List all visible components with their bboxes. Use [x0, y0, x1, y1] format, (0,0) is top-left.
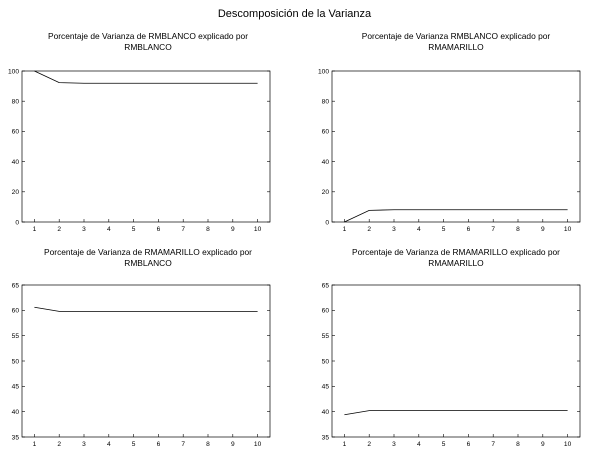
x-tick-label: 2 [367, 226, 371, 233]
y-tick-label: 80 [12, 99, 20, 106]
y-tick-label: 60 [12, 308, 20, 315]
y-tick-label: 60 [322, 308, 330, 315]
plot-frame [21, 284, 271, 438]
x-tick-label: 7 [491, 441, 495, 448]
y-tick-label: 55 [322, 333, 330, 340]
x-tick-label: 4 [417, 226, 421, 233]
x-tick-label: 1 [33, 441, 37, 448]
series-line [344, 410, 568, 416]
y-tick-label: 50 [322, 358, 330, 365]
x-tick-label: 9 [231, 226, 235, 233]
panel-title-line: Porcentaje de Varianza de RMBLANCO expli… [48, 31, 248, 41]
x-tick-label: 9 [541, 441, 545, 448]
panel-title-line: Porcentaje de Varianza de RMAMARILLO exp… [352, 247, 560, 257]
x-tick-label: 6 [157, 441, 161, 448]
x-tick-label: 10 [564, 226, 572, 233]
y-tick-label: 65 [12, 282, 20, 289]
y-tick-label: 40 [12, 409, 20, 416]
series-line [34, 306, 258, 312]
x-tick-label: 7 [181, 441, 185, 448]
x-tick-label: 10 [254, 441, 262, 448]
panel-title-line: Porcentaje de Varianza RMBLANCO explicad… [362, 31, 551, 41]
plot-frame [21, 70, 271, 223]
x-tick-label: 6 [157, 226, 161, 233]
series-line [34, 70, 258, 84]
y-tick-label: 35 [322, 434, 330, 441]
y-tick-label: 20 [322, 189, 330, 196]
x-tick-label: 5 [442, 226, 446, 233]
x-tick-label: 8 [206, 226, 210, 233]
x-tick-label: 8 [206, 441, 210, 448]
x-tick-label: 2 [57, 441, 61, 448]
x-tick-label: 8 [516, 226, 520, 233]
y-tick-label: 55 [12, 333, 20, 340]
x-tick-label: 6 [467, 226, 471, 233]
y-tick-label: 20 [12, 189, 20, 196]
x-tick-label: 9 [231, 441, 235, 448]
panel-title-line: RMAMARILLO [428, 258, 484, 268]
x-tick-label: 5 [132, 441, 136, 448]
x-tick-label: 10 [254, 226, 262, 233]
x-tick-label: 3 [392, 441, 396, 448]
y-tick-label: 40 [322, 159, 330, 166]
y-tick-label: 35 [12, 434, 20, 441]
y-tick-label: 45 [322, 384, 330, 391]
chart-panel-1: Porcentaje de Varianza de RMBLANCO expli… [8, 31, 271, 233]
y-tick-label: 45 [12, 384, 20, 391]
y-tick-label: 65 [322, 282, 330, 289]
panel-title-line: RMBLANCO [124, 42, 172, 52]
chart-panel-3: Porcentaje de Varianza de RMAMARILLO exp… [12, 247, 271, 448]
series-line [344, 209, 568, 223]
x-tick-label: 2 [57, 226, 61, 233]
x-tick-label: 2 [367, 441, 371, 448]
chart-panel-4: Porcentaje de Varianza de RMAMARILLO exp… [322, 247, 581, 448]
panel-title-line: Porcentaje de Varianza de RMAMARILLO exp… [44, 247, 252, 257]
x-tick-label: 9 [541, 226, 545, 233]
x-tick-label: 6 [467, 441, 471, 448]
x-tick-label: 5 [442, 441, 446, 448]
chart-panel-2: Porcentaje de Varianza RMBLANCO explicad… [318, 31, 581, 233]
x-tick-label: 5 [132, 226, 136, 233]
plot-frame [331, 70, 581, 223]
x-tick-label: 3 [82, 226, 86, 233]
y-tick-label: 40 [322, 409, 330, 416]
y-tick-label: 0 [325, 219, 329, 226]
panel-title-line: RMBLANCO [124, 258, 172, 268]
x-tick-label: 1 [343, 226, 347, 233]
x-tick-label: 7 [181, 226, 185, 233]
panel-title-line: RMAMARILLO [428, 42, 484, 52]
x-tick-label: 1 [33, 226, 37, 233]
figure-title: Descomposición de la Varianza [218, 8, 372, 20]
plot-frame [331, 284, 581, 438]
x-tick-label: 8 [516, 441, 520, 448]
x-tick-label: 1 [343, 441, 347, 448]
y-tick-label: 40 [12, 159, 20, 166]
x-tick-label: 3 [392, 226, 396, 233]
y-tick-label: 50 [12, 358, 20, 365]
x-tick-label: 3 [82, 441, 86, 448]
y-tick-label: 100 [8, 68, 19, 75]
y-tick-label: 0 [15, 219, 19, 226]
y-tick-label: 80 [322, 99, 330, 106]
x-tick-label: 4 [107, 441, 111, 448]
y-tick-label: 60 [12, 129, 20, 136]
x-tick-label: 4 [107, 226, 111, 233]
y-tick-label: 60 [322, 129, 330, 136]
y-tick-label: 100 [318, 68, 329, 75]
x-tick-label: 7 [491, 226, 495, 233]
x-tick-label: 4 [417, 441, 421, 448]
x-tick-label: 10 [564, 441, 572, 448]
